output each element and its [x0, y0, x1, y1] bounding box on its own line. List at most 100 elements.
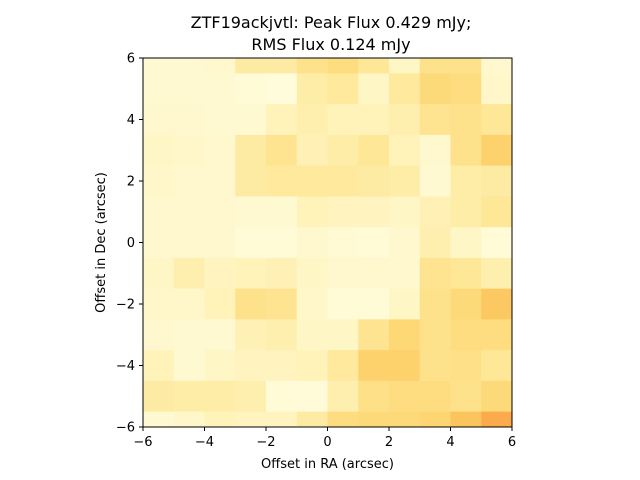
- heatmap-cell: [143, 165, 175, 197]
- heatmap-cell: [296, 196, 328, 228]
- heatmap-cell: [173, 196, 205, 228]
- heatmap-cell: [450, 411, 482, 428]
- heatmap-cell: [358, 58, 390, 74]
- heatmap-cell: [173, 134, 205, 167]
- heatmap-cell: [450, 134, 482, 167]
- heatmap-cell: [173, 104, 205, 136]
- heatmap-cell: [235, 134, 267, 167]
- heatmap-cell: [204, 165, 236, 197]
- heatmap-cell: [235, 288, 267, 320]
- heatmap-cell: [419, 350, 451, 382]
- heatmap-cell: [481, 257, 513, 290]
- y-axis-label: Offset in Dec (arcsec): [94, 172, 109, 313]
- heatmap-cell: [450, 196, 482, 228]
- heatmap-cell: [327, 165, 359, 197]
- heatmap-cell: [173, 411, 205, 428]
- heatmap-cell: [389, 73, 421, 105]
- y-tick-label: 2: [127, 175, 135, 190]
- heatmap-cell: [266, 380, 298, 413]
- heatmap-cell: [358, 257, 390, 290]
- heatmap-cell: [143, 350, 175, 382]
- heatmap-cell: [296, 411, 328, 428]
- heatmap-cell: [358, 319, 390, 351]
- heatmap-cell: [358, 134, 390, 167]
- heatmap-cell: [296, 319, 328, 351]
- heatmap-cell: [450, 73, 482, 105]
- heatmap-cell: [389, 134, 421, 167]
- heatmap-cell: [173, 288, 205, 320]
- heatmap-cell: [204, 350, 236, 382]
- heatmap-cell: [450, 58, 482, 74]
- heatmap-cell: [235, 104, 267, 136]
- heatmap-cell: [389, 227, 421, 259]
- x-tick-label: 6: [508, 435, 516, 450]
- heatmap-cell: [481, 165, 513, 197]
- heatmap-cell: [296, 257, 328, 290]
- y-tick-label: 0: [127, 236, 135, 251]
- heatmap-cell: [143, 257, 175, 290]
- x-tick-label: 0: [323, 435, 331, 450]
- heatmap-cell: [143, 411, 175, 428]
- heatmap-cell: [450, 257, 482, 290]
- x-axis-ticks: −6 −4 −2 0 2 4 6: [133, 427, 516, 450]
- heatmap-cell: [266, 58, 298, 74]
- heatmap-cell: [327, 58, 359, 74]
- heatmap-cell: [389, 165, 421, 197]
- heatmap-cell: [450, 350, 482, 382]
- heatmap-cell: [204, 257, 236, 290]
- heatmap-cell: [450, 165, 482, 197]
- x-tick-label: −2: [256, 435, 275, 450]
- heatmap-cell: [327, 411, 359, 428]
- heatmap-cell: [296, 58, 328, 74]
- heatmap-cell: [143, 73, 175, 105]
- heatmap-cell: [327, 134, 359, 167]
- heatmap-cell: [173, 73, 205, 105]
- heatmap-cell: [481, 380, 513, 413]
- heatmap-cell: [389, 288, 421, 320]
- heatmap-cell: [358, 104, 390, 136]
- heatmap-cell: [327, 350, 359, 382]
- heatmap-cell: [481, 227, 513, 259]
- heatmap-cell: [296, 350, 328, 382]
- heatmap-cell: [389, 380, 421, 413]
- y-axis-ticks: −6 −4 −2 0 2 4 6: [116, 52, 143, 436]
- heatmap-cell: [389, 257, 421, 290]
- heatmap-cell: [419, 58, 451, 74]
- x-tick-label: 4: [446, 435, 454, 450]
- heatmap-cell: [173, 257, 205, 290]
- heatmap-cell: [173, 380, 205, 413]
- heatmap-cell: [481, 319, 513, 351]
- heatmap-cell: [327, 288, 359, 320]
- heatmap-cell: [296, 288, 328, 320]
- heatmap-cell: [419, 104, 451, 136]
- x-tick-label: −6: [133, 435, 152, 450]
- heatmap-cell: [143, 380, 175, 413]
- heatmap-cell: [266, 227, 298, 259]
- heatmap-cell: [296, 104, 328, 136]
- heatmap-cell: [358, 411, 390, 428]
- y-tick-label: −6: [116, 421, 135, 436]
- heatmap-cell: [204, 288, 236, 320]
- heatmap-cell: [327, 227, 359, 259]
- heatmap-cell: [358, 165, 390, 197]
- heatmap-cell: [450, 227, 482, 259]
- heatmap-cell: [358, 73, 390, 105]
- heatmap-cell: [235, 58, 267, 74]
- heatmap-cell: [204, 134, 236, 167]
- heatmap-cell: [389, 411, 421, 428]
- heatmap-cell: [481, 58, 513, 74]
- heatmap-cell: [143, 134, 175, 167]
- heatmap-cell: [419, 257, 451, 290]
- heatmap-cell: [358, 380, 390, 413]
- heatmap-cell: [204, 196, 236, 228]
- y-tick-label: −4: [116, 359, 135, 374]
- heatmap-cell: [143, 196, 175, 228]
- heatmap-cell: [266, 288, 298, 320]
- heatmap-cell: [235, 227, 267, 259]
- heatmap-cell: [327, 196, 359, 228]
- heatmap-cell: [481, 411, 513, 428]
- heatmap-cell: [204, 227, 236, 259]
- heatmap-cell: [235, 380, 267, 413]
- heatmap-cell: [173, 58, 205, 74]
- heatmap-cell: [204, 58, 236, 74]
